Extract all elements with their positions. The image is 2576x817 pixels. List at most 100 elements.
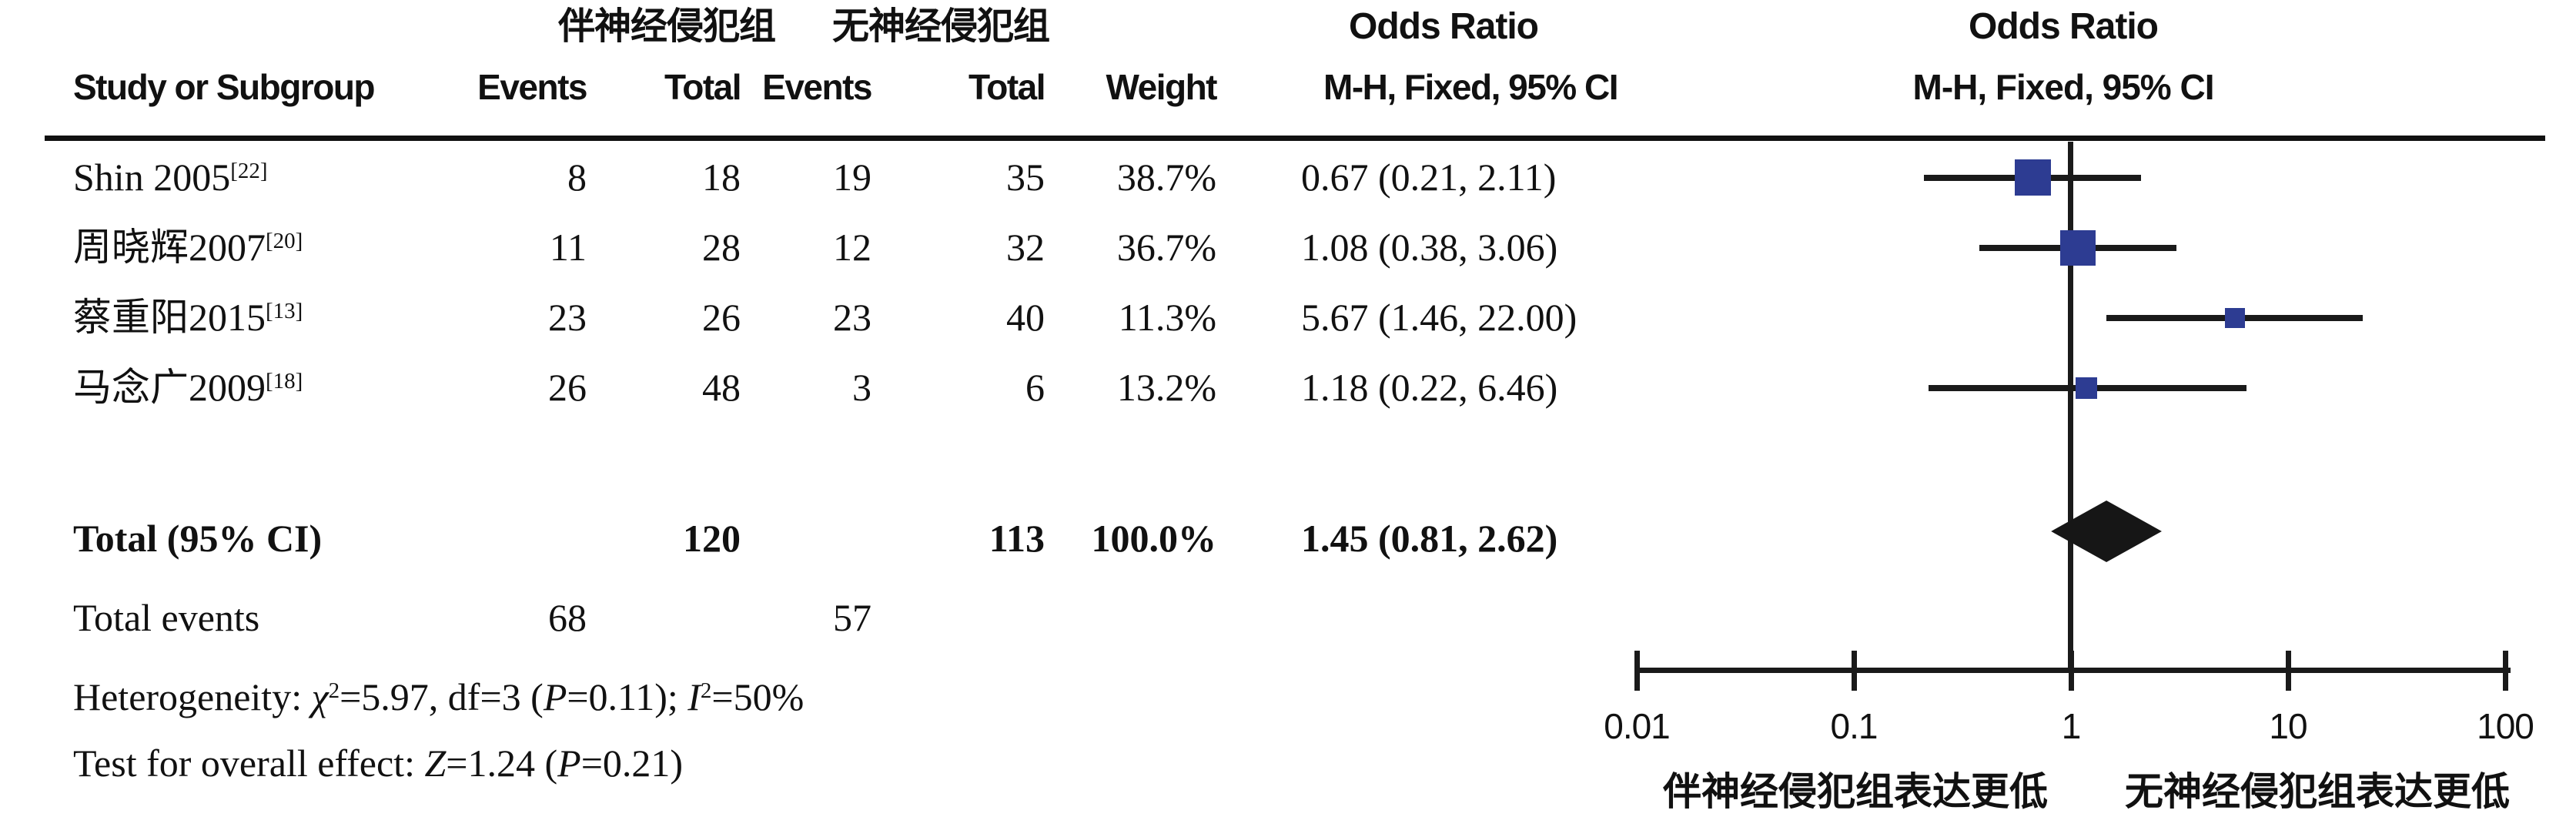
ci-text: 0.67 (0.21, 2.11) <box>1301 156 1557 199</box>
odds-ratio-title-right: Odds Ratio <box>1968 6 2159 47</box>
weight-value: 11.3% <box>1118 296 1216 339</box>
test-mid: =1.24 ( <box>446 742 558 785</box>
gap <box>1216 142 1301 213</box>
total1-value: 18 <box>702 156 741 199</box>
axis-tick <box>2286 651 2291 691</box>
axis-tick-label: 1 <box>2061 706 2082 746</box>
ci-line <box>2106 314 2363 321</box>
col-total2-header: Total <box>969 67 1045 107</box>
table-row: Shin 2005[22] 8 18 19 35 38.7% 0.67 (0.2… <box>73 142 1640 213</box>
total2-value: 6 <box>1025 366 1045 409</box>
col-weight-header: Weight <box>1106 67 1218 107</box>
study-name: 马念广2009[18] <box>73 366 303 409</box>
axis-tick <box>2069 651 2074 691</box>
total2-value: 32 <box>1006 226 1045 269</box>
odds-ratio-title-left: Odds Ratio <box>1348 6 1539 47</box>
or-square <box>2015 159 2052 196</box>
group1-header: 伴神经侵犯组 <box>557 6 776 47</box>
no-effect-line <box>2068 142 2073 670</box>
column-header-row: Study or Subgroup Events Total Events To… <box>73 60 1640 114</box>
total1-value: 28 <box>702 226 741 269</box>
ci-text: 1.08 (0.38, 3.06) <box>1301 226 1558 269</box>
reference-superscript: [20] <box>266 229 303 254</box>
total1-value: 48 <box>702 366 741 409</box>
events1-value: 26 <box>548 366 587 409</box>
weight-sum: 100.0% <box>1091 517 1217 560</box>
ci-text: 5.67 (1.46, 22.00) <box>1301 296 1577 339</box>
events1-value: 8 <box>567 156 587 199</box>
gap <box>1301 583 1640 652</box>
col-total1-header: Total <box>664 67 741 107</box>
i-superscript: 2 <box>700 678 712 704</box>
total2-sum: 113 <box>989 517 1045 560</box>
z-symbol: Z <box>424 742 447 785</box>
gap <box>741 502 871 575</box>
study-name: 周晓辉2007[20] <box>73 226 303 269</box>
reference-superscript: [18] <box>266 369 303 394</box>
events2-value: 3 <box>852 366 871 409</box>
gap <box>1216 502 1301 575</box>
i-symbol: I <box>687 675 701 718</box>
gap <box>871 583 1045 652</box>
events2-value: 19 <box>833 156 871 199</box>
axis-footer-right: 无神经侵犯组表达更低 <box>2125 770 2510 813</box>
heterogeneity-line: Heterogeneity: χ2=5.97, df=3 (P=0.11); I… <box>73 664 1305 730</box>
col-mh-header-left: M-H, Fixed, 95% CI <box>1323 67 1618 107</box>
gap <box>431 502 587 575</box>
col-gap <box>1216 60 1301 114</box>
axis-tick <box>2503 651 2508 691</box>
axis-footer-left: 伴神经侵犯组表达更低 <box>1663 770 2048 813</box>
axis-tick-label: 10 <box>2269 706 2307 746</box>
events1-value: 23 <box>548 296 587 339</box>
or-square <box>2224 307 2245 328</box>
summary-ci-text: 1.45 (0.81, 2.62) <box>1301 517 1558 560</box>
axis-tick-label: 0.1 <box>1830 706 1878 746</box>
weight-value: 36.7% <box>1116 226 1216 269</box>
het-tail: =50% <box>711 675 805 718</box>
header-rule <box>45 136 2545 141</box>
total-events2-value: 57 <box>833 596 871 639</box>
gap <box>1216 353 1301 423</box>
total2-value: 35 <box>1006 156 1045 199</box>
or-square <box>2060 229 2096 266</box>
p-symbol: P <box>543 675 567 718</box>
col-study-header: Study or Subgroup <box>73 67 376 107</box>
events2-value: 12 <box>833 226 871 269</box>
gap <box>587 583 741 652</box>
table-row: 蔡重阳2015[13] 23 26 23 40 11.3% 5.67 (1.46… <box>73 283 1640 353</box>
het-prefix: Heterogeneity: <box>73 675 312 718</box>
gap <box>1045 583 1216 652</box>
weight-value: 38.7% <box>1116 156 1216 199</box>
group2-header: 无神经侵犯组 <box>831 6 1050 47</box>
total-label: Total (95% CI) <box>73 517 323 560</box>
axis-tick <box>1852 651 1857 691</box>
total2-value: 40 <box>1006 296 1045 339</box>
total-events-row: Total events 68 57 <box>73 583 1640 652</box>
gap <box>1216 213 1301 283</box>
table-row: 周晓辉2007[20] 11 28 12 32 36.7% 1.08 (0.38… <box>73 213 1640 283</box>
weight-value: 13.2% <box>1116 366 1216 409</box>
col-events1-header: Events <box>477 67 587 107</box>
test-tail: =0.21) <box>580 742 684 785</box>
ci-text: 1.18 (0.22, 6.46) <box>1301 366 1558 409</box>
gap <box>1216 283 1301 353</box>
study-name: Shin 2005[22] <box>73 156 268 199</box>
total-events-label: Total events <box>73 596 260 639</box>
p-symbol: P <box>557 742 581 785</box>
events1-value: 11 <box>549 226 587 269</box>
axis-tick-label: 100 <box>2477 706 2534 746</box>
reference-superscript: [13] <box>266 299 303 324</box>
chi-superscript: 2 <box>328 678 340 704</box>
het-after-p: =0.11); <box>567 675 688 718</box>
col-events2-header: Events <box>762 67 872 107</box>
chi-symbol: χ <box>311 675 329 718</box>
reference-superscript: [22] <box>230 159 268 184</box>
ci-line <box>1923 174 2142 181</box>
total1-sum: 120 <box>683 517 741 560</box>
gap <box>1216 583 1301 652</box>
total1-value: 26 <box>702 296 741 339</box>
het-mid: =5.97, df=3 ( <box>340 675 544 718</box>
table-row: 马念广2009[18] 26 48 3 6 13.2% 1.18 (0.22, … <box>73 353 1640 423</box>
total-events1-value: 68 <box>548 596 587 639</box>
